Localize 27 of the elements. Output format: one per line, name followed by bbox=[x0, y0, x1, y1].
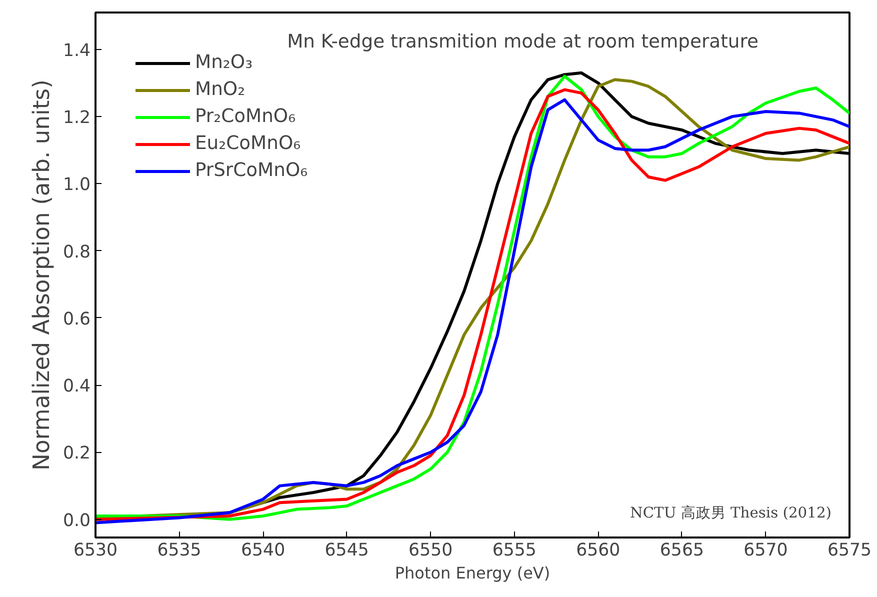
legend-label: Mn₂O₃ bbox=[195, 52, 253, 73]
x-tick-label: 6530 bbox=[73, 540, 118, 560]
x-tick-label: 6560 bbox=[576, 540, 620, 560]
x-tick-label: 6545 bbox=[324, 540, 369, 560]
x-tick-label: 6555 bbox=[492, 540, 536, 560]
legend-label: MnO₂ bbox=[195, 79, 246, 100]
x-tick-label: 6540 bbox=[241, 540, 286, 560]
y-tick-label: 1.2 bbox=[62, 108, 91, 128]
y-tick-label: 0.2 bbox=[62, 444, 91, 464]
x-axis-title: Photon Energy (eV) bbox=[394, 564, 550, 582]
x-tick-label: 6535 bbox=[157, 540, 202, 560]
x-tick-label: 6550 bbox=[408, 540, 453, 560]
y-tick-label: 0.6 bbox=[62, 309, 91, 330]
annotation: NCTU 高政男 Thesis (2012) bbox=[630, 504, 832, 522]
x-tick-label: 6565 bbox=[660, 540, 704, 560]
y-tick-label: 0.8 bbox=[62, 242, 91, 262]
y-tick-label: 1.4 bbox=[62, 40, 91, 61]
legend-label: Eu₂CoMnO₆ bbox=[195, 133, 301, 154]
y-tick-label: 1.0 bbox=[62, 175, 91, 196]
x-tick-label: 6570 bbox=[744, 540, 788, 560]
legend-label: Pr₂CoMnO₆ bbox=[195, 106, 296, 127]
x-tick-label: 6575 bbox=[827, 540, 872, 560]
y-tick-label: 0.4 bbox=[62, 376, 91, 397]
y-tick-label: 0.0 bbox=[62, 510, 91, 531]
text: Mn K-edge transmition mode at room temperature bbox=[287, 32, 758, 52]
y-axis-title: Normalized Absorption (arb. units) bbox=[28, 80, 55, 470]
legend-label: PrSrCoMnO₆ bbox=[195, 160, 308, 181]
